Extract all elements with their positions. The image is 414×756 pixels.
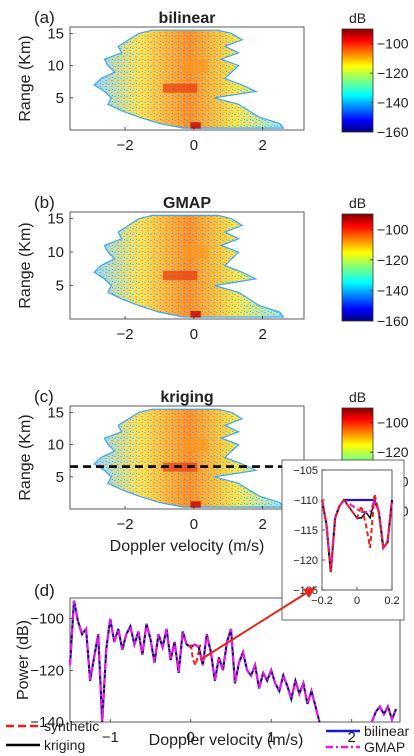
colorbar-label: dB bbox=[349, 195, 366, 211]
x-tick-label: −2 bbox=[117, 326, 134, 343]
x-tick-label: 2 bbox=[348, 729, 356, 746]
x-tick-label: 2 bbox=[259, 516, 267, 533]
colorbar-tick-label: −140 bbox=[377, 282, 409, 298]
inset-y-tick-label: −105 bbox=[293, 465, 318, 477]
colorbar-tick-label: −100 bbox=[377, 415, 409, 431]
strong-echo-band bbox=[162, 270, 198, 281]
strong-echo-band bbox=[162, 83, 198, 93]
x-tick-label: 0 bbox=[187, 729, 195, 746]
colorbar bbox=[341, 28, 374, 133]
y-axis-label: Range (Km) bbox=[17, 35, 34, 121]
y-tick-label: 15 bbox=[47, 211, 64, 228]
colorbar-tick-label: −120 bbox=[377, 444, 409, 460]
gmap-line bbox=[68, 600, 321, 723]
colorbar-tick-label: −100 bbox=[377, 221, 409, 237]
panel-title: GMAP bbox=[163, 195, 211, 212]
spectrum-texture bbox=[94, 215, 284, 317]
colorbar-tick-label: −160 bbox=[377, 124, 409, 140]
legend-label-bilinear: bilinear bbox=[364, 723, 409, 739]
y-tick-label: 5 bbox=[56, 278, 64, 295]
legend-label-gmap: GMAP bbox=[364, 739, 405, 755]
colorbar-label: dB bbox=[349, 10, 366, 26]
panel-label: (a) bbox=[34, 8, 55, 27]
y-axis-label: Power (dB) bbox=[15, 620, 32, 700]
x-axis-label: Doppler velocity (m/s) bbox=[149, 732, 304, 749]
y-tick-label: 5 bbox=[56, 469, 64, 486]
panel-title: kriging bbox=[160, 389, 213, 406]
x-tick-label: −2 bbox=[117, 516, 134, 533]
y-axis-label: Range (Km) bbox=[17, 222, 34, 308]
x-tick-label: −2 bbox=[117, 137, 134, 154]
x-tick-label: 0 bbox=[190, 137, 198, 154]
echo-band-upper bbox=[183, 438, 208, 452]
panel-c: −2 0 2 5 10 15(c) kriging Range (Km) Doppler vel… bbox=[17, 387, 409, 555]
panel-label: (d) bbox=[34, 581, 55, 600]
zoom-arrow bbox=[199, 591, 309, 661]
colorbar-tick-label: −120 bbox=[377, 65, 409, 81]
y-tick-label: 5 bbox=[56, 90, 64, 107]
y-tick-label: −100 bbox=[30, 611, 64, 628]
y-tick-label: −120 bbox=[30, 662, 64, 679]
inset-x-tick-label: 0.2 bbox=[384, 595, 399, 607]
colorbar-label: dB bbox=[349, 389, 366, 405]
echo-band-low bbox=[190, 310, 201, 318]
legend-label-kriging: kriging bbox=[44, 737, 85, 753]
x-axis-label: Doppler velocity (m/s) bbox=[110, 538, 265, 555]
echo-band-low bbox=[190, 501, 201, 508]
echo-band-upper bbox=[183, 59, 208, 73]
inset-y-tick-label: −115 bbox=[294, 525, 318, 537]
panel-label: (b) bbox=[34, 193, 55, 212]
spectrum-texture bbox=[94, 409, 284, 508]
x-tick-label: 1 bbox=[267, 729, 275, 746]
y-axis-label: Range (Km) bbox=[17, 414, 34, 500]
inset-x-tick-label: −0.2 bbox=[311, 595, 333, 607]
y-tick-label: 10 bbox=[47, 244, 64, 261]
spectrum-texture bbox=[94, 30, 284, 129]
y-tick-label: 10 bbox=[47, 58, 64, 75]
y-tick-label: 15 bbox=[47, 404, 64, 421]
synthetic-line bbox=[189, 644, 202, 669]
zoom-arrow-head bbox=[303, 587, 316, 598]
inset-x-tick-label: 0 bbox=[354, 595, 360, 607]
y-tick-label: 15 bbox=[47, 25, 64, 42]
inset-y-tick-label: −110 bbox=[294, 495, 318, 507]
y-tick-label: −140 bbox=[30, 714, 64, 731]
echo-band-upper bbox=[183, 245, 208, 259]
x-tick-label: 2 bbox=[259, 137, 267, 154]
x-tick-label: 2 bbox=[259, 326, 267, 343]
panel-label: (c) bbox=[34, 387, 54, 406]
panel-b: −2 0 2 5 10 15(b) GMAP Range (Km) dB −100 −120 −140… bbox=[17, 193, 409, 343]
legend-label-synthetic: synthetic bbox=[44, 718, 99, 734]
y-tick-label: 10 bbox=[47, 437, 64, 454]
colorbar-tick-label: −120 bbox=[377, 252, 409, 268]
panel-a: −2 0 2 5 10 15(a) bilinear Range (Km) dB −100 −120… bbox=[17, 8, 409, 154]
inset-synthetic-line bbox=[321, 493, 393, 573]
x-tick-label: 0 bbox=[190, 516, 198, 533]
panel-title: bilinear bbox=[159, 10, 216, 27]
panel-d: −1 0 1 2 −100 −120 −140 (d) Power (dB) Doppler ve… bbox=[6, 459, 409, 755]
echo-band-low bbox=[190, 122, 201, 129]
x-tick-label: −1 bbox=[102, 729, 119, 746]
x-tick-label: 0 bbox=[190, 326, 198, 343]
colorbar-tick-label: −100 bbox=[377, 36, 409, 52]
colorbar-tick-label: −160 bbox=[377, 313, 409, 329]
colorbar bbox=[341, 213, 374, 322]
colorbar-tick-label: −140 bbox=[377, 95, 409, 111]
gmap-line bbox=[370, 703, 398, 723]
inset-y-tick-label: −120 bbox=[293, 555, 318, 567]
